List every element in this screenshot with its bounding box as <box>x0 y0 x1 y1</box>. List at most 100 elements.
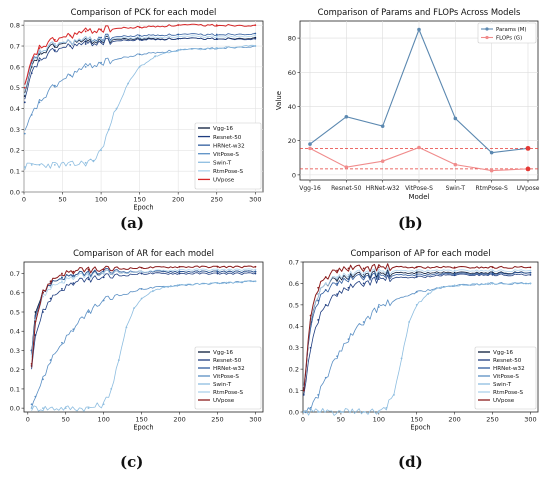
series-line-swin-t <box>303 282 531 416</box>
data-point-vgg-16 <box>34 311 37 313</box>
chart-4: Comparison of AP for each model 0.0 0.1 0.2… <box>289 248 539 432</box>
data-point-uvpose <box>34 320 37 323</box>
data-point-swin-t <box>415 303 418 306</box>
data-point-swin-t <box>491 282 494 285</box>
data-point-resnet-50 <box>336 293 339 296</box>
data-point-rtmpose-s <box>215 35 218 38</box>
data-point-vitpose-s <box>377 306 380 308</box>
data-point-swin-t <box>127 82 129 85</box>
data-point-rtmpose-s <box>415 269 418 272</box>
data-point-resnet-50 <box>61 288 63 290</box>
data-point-uvpose <box>491 266 494 269</box>
legend-label: FLOPs (G) <box>496 36 522 42</box>
y-tick-label: 0.2 <box>10 366 20 374</box>
data-point-resnet-50 <box>309 346 312 349</box>
data-point-swin-t <box>87 407 90 410</box>
data-point-swin-t <box>408 321 411 323</box>
x-tick-label: 50 <box>62 416 70 424</box>
data-point-uvpose <box>362 267 365 270</box>
data-point-vitpose-s <box>87 311 90 313</box>
data-point-params-m <box>489 150 494 155</box>
data-point-uvpose <box>72 270 75 273</box>
data-point-uvpose <box>30 59 33 62</box>
data-point-swin-t <box>178 284 181 286</box>
chart-3: Comparison of AR for each model 0.0 0.1 0.2… <box>10 248 264 432</box>
data-point-vgg-16 <box>415 271 418 274</box>
legend-label: Resnet-50 <box>493 358 522 364</box>
data-point-rtmpose-s <box>23 93 26 95</box>
x-tick-label: 100 <box>95 196 107 204</box>
data-point-rtmpose-s <box>324 282 327 285</box>
x-tick-label: 200 <box>172 196 184 204</box>
x-tick-label: RtmPose-S <box>476 185 508 192</box>
x-tick-label: HRNet-w32 <box>366 185 400 192</box>
legend-label: Swin-T <box>493 382 512 388</box>
data-point-uvpose <box>216 265 219 268</box>
data-point-rtmpose-s <box>347 273 350 276</box>
y-tick-label: 0.6 <box>10 63 20 71</box>
data-point-swin-t <box>42 407 44 410</box>
legend-marker <box>485 35 489 40</box>
data-point-swin-t <box>215 47 218 50</box>
data-point-swin-t <box>438 286 441 289</box>
data-point-hrnet-w32 <box>491 272 494 275</box>
y-tick-label: 0.6 <box>289 280 299 288</box>
chart-1: Comparison of PCK for each model 0.0 0.1 0.… <box>10 7 264 212</box>
y-tick-label: 0.6 <box>10 289 20 297</box>
data-point-hrnet-w32 <box>216 270 219 273</box>
data-point-rtmpose-s <box>254 268 257 271</box>
legend-label: UVpose <box>213 178 235 184</box>
data-point-vitpose-s <box>42 378 44 381</box>
data-point-vitpose-s <box>415 291 418 293</box>
y-tick-label: 0.5 <box>289 301 299 309</box>
data-point-uvpose <box>377 266 380 269</box>
data-point-swin-t <box>140 297 143 300</box>
data-point-swin-t <box>362 411 365 413</box>
x-tick-label: 200 <box>448 416 460 424</box>
data-point-uvpose <box>84 30 87 33</box>
data-point-uvpose <box>317 286 320 289</box>
data-point-hrnet-w32 <box>347 278 350 281</box>
data-point-swin-t <box>138 65 141 68</box>
x-tick-label: 250 <box>211 416 223 424</box>
x-tick-label: Resnet-50 <box>331 185 362 192</box>
data-point-uvpose <box>177 24 180 27</box>
data-point-resnet-50 <box>23 101 26 104</box>
data-point-uvpose <box>53 38 56 41</box>
data-point-uvpose <box>138 26 141 29</box>
data-point-vitpose-s <box>69 74 72 77</box>
data-point-swin-t <box>377 411 380 413</box>
data-point-hrnet-w32 <box>317 299 320 302</box>
chart-title: Comparison of AP for each model <box>350 248 490 258</box>
data-point-resnet-50 <box>415 276 418 278</box>
data-point-resnet-50 <box>254 37 257 40</box>
data-point-swin-t <box>385 406 388 409</box>
y-tick-label: 0.4 <box>10 105 20 113</box>
x-tick-label: Swin-T <box>446 185 466 192</box>
data-point-rtmpose-s <box>336 276 339 278</box>
data-point-swin-t <box>393 393 395 396</box>
data-point-vitpose-s <box>84 65 87 68</box>
data-point-uvpose <box>49 280 52 283</box>
data-point-swin-t <box>23 166 26 168</box>
data-point-params-m <box>417 27 421 32</box>
data-point-rtmpose-s <box>61 280 63 283</box>
data-point-uvpose <box>324 276 327 278</box>
x-tick-label: 150 <box>410 416 422 424</box>
data-point-swin-t <box>340 411 342 413</box>
data-point-resnet-50 <box>302 393 305 396</box>
legend-label: HRNet-w32 <box>213 366 245 372</box>
data-point-uvpose <box>215 24 218 27</box>
data-point-resnet-50 <box>178 272 181 275</box>
data-point-rtmpose-s <box>529 269 532 272</box>
data-point-swin-t <box>317 411 320 413</box>
x-tick-label: UVpose <box>517 185 540 192</box>
legend-label: UVpose <box>213 398 235 404</box>
legend-label: Swin-T <box>213 160 232 166</box>
data-point-swin-t <box>100 149 102 152</box>
highlight-point <box>525 145 531 151</box>
data-point-rtmpose-s <box>53 43 56 45</box>
data-point-rtmpose-s <box>72 276 75 279</box>
y-tick-label: 0.7 <box>10 42 20 50</box>
data-point-swin-t <box>84 161 87 164</box>
